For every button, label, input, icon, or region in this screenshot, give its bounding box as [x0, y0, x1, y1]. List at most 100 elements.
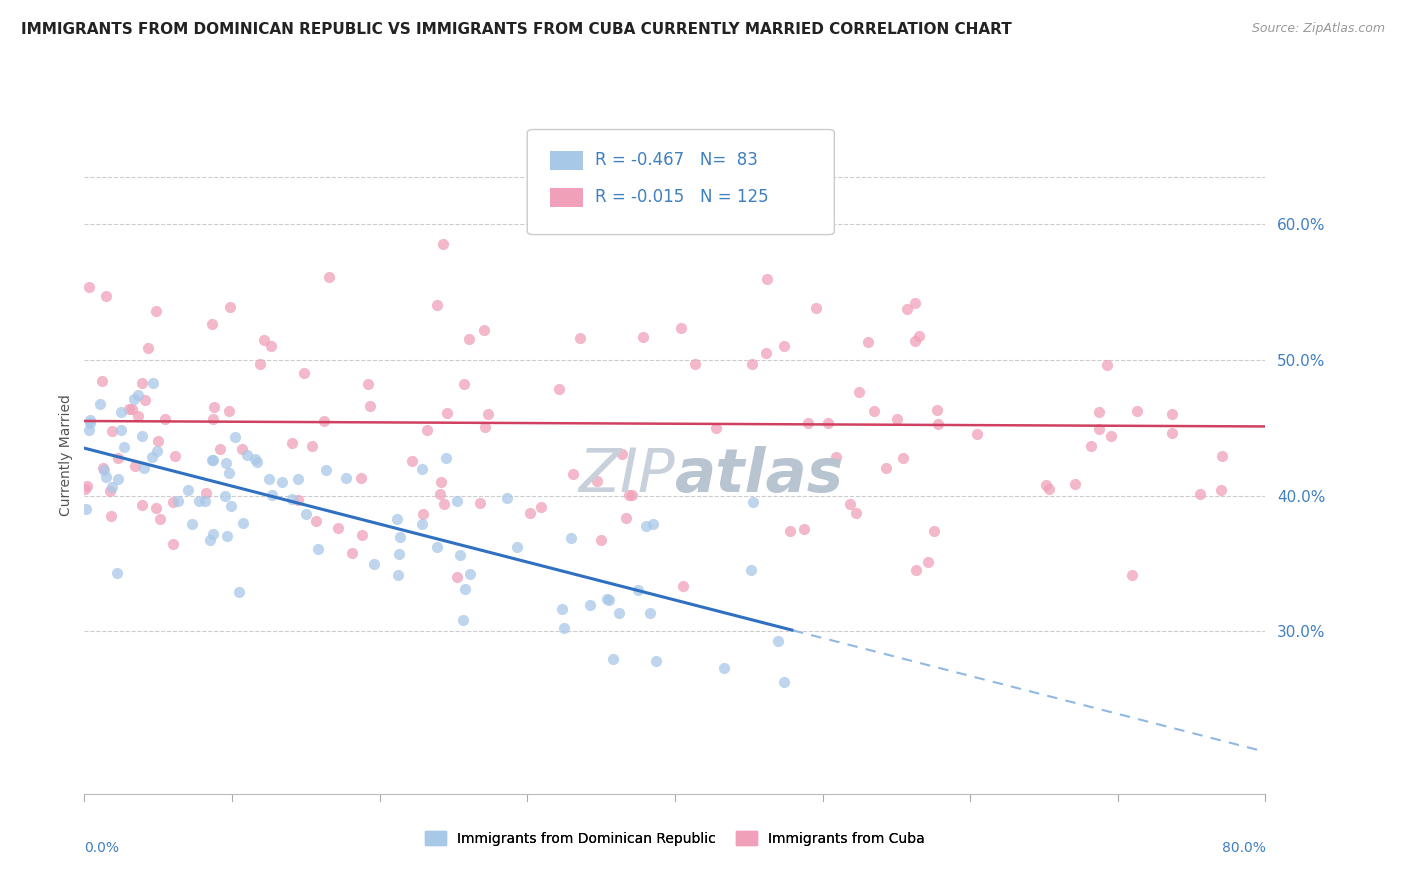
Point: [208, 442, 231, 456]
Point: [636, 518, 658, 533]
Point: [75, 501, 97, 516]
Point: [112, 441, 135, 455]
Point: [429, 487, 451, 501]
Point: [318, 270, 340, 285]
Point: [101, 480, 124, 494]
Point: [1088, 405, 1111, 419]
Point: [741, 357, 763, 371]
Point: [350, 528, 373, 542]
FancyBboxPatch shape: [527, 129, 834, 235]
Point: [1211, 450, 1233, 464]
Point: [77, 280, 100, 294]
Point: [260, 339, 283, 353]
Point: [446, 494, 468, 508]
Point: [232, 516, 254, 530]
Point: [773, 339, 796, 353]
Point: [231, 442, 253, 456]
Point: [1088, 422, 1111, 436]
Point: [94, 470, 117, 484]
Point: [79, 413, 101, 427]
Bar: [550, 151, 582, 169]
Point: [312, 414, 335, 428]
Point: [131, 376, 153, 390]
Point: [713, 660, 735, 674]
Point: [260, 488, 283, 502]
Point: [477, 407, 499, 421]
Point: [551, 602, 574, 616]
Point: [335, 471, 357, 485]
Point: [295, 508, 318, 522]
Point: [772, 675, 794, 690]
Point: [202, 527, 225, 541]
Point: [966, 426, 988, 441]
Point: [201, 317, 224, 331]
Point: [201, 412, 224, 426]
Point: [411, 517, 433, 532]
Point: [412, 507, 434, 521]
Point: [145, 303, 167, 318]
Point: [426, 298, 449, 312]
Point: [121, 402, 143, 417]
Point: [804, 301, 827, 315]
Point: [315, 463, 337, 477]
Point: [908, 329, 931, 343]
Point: [124, 392, 146, 406]
Point: [1161, 425, 1184, 440]
Point: [927, 403, 949, 417]
Point: [236, 449, 259, 463]
Point: [927, 417, 949, 431]
Point: [162, 537, 184, 551]
Y-axis label: Currently Married: Currently Married: [59, 394, 73, 516]
Point: [93, 462, 115, 476]
Point: [357, 377, 380, 392]
Point: [1125, 404, 1147, 418]
Point: [1097, 358, 1119, 372]
Point: [1038, 482, 1060, 496]
Text: 0.0%: 0.0%: [84, 841, 120, 855]
Point: [73, 482, 96, 496]
Point: [756, 272, 779, 286]
Point: [1121, 568, 1143, 582]
Point: [453, 377, 475, 392]
Point: [201, 453, 224, 467]
Point: [848, 385, 870, 400]
Point: [246, 455, 269, 469]
Point: [1035, 478, 1057, 492]
Point: [145, 500, 167, 515]
Point: [181, 516, 204, 531]
Point: [214, 489, 236, 503]
Point: [162, 495, 184, 509]
Point: [495, 491, 517, 505]
Point: [387, 567, 409, 582]
Point: [1099, 429, 1122, 443]
Legend: Immigrants from Dominican Republic, Immigrants from Cuba: Immigrants from Dominican Republic, Immi…: [419, 825, 931, 851]
Point: [458, 566, 481, 581]
Point: [779, 524, 801, 539]
Text: Source: ZipAtlas.com: Source: ZipAtlas.com: [1251, 22, 1385, 36]
Point: [287, 472, 309, 486]
Point: [612, 447, 634, 461]
Point: [706, 420, 728, 434]
Point: [287, 492, 309, 507]
Point: [633, 330, 655, 344]
Point: [620, 488, 643, 502]
Point: [305, 514, 328, 528]
Point: [107, 450, 129, 465]
Text: IMMIGRANTS FROM DOMINICAN REPUBLIC VS IMMIGRANTS FROM CUBA CURRENTLY MARRIED COR: IMMIGRANTS FROM DOMINICAN REPUBLIC VS IM…: [21, 22, 1012, 37]
Point: [875, 461, 897, 475]
Point: [76, 478, 98, 492]
Point: [904, 563, 927, 577]
Point: [607, 606, 630, 620]
Point: [350, 471, 373, 485]
Point: [401, 454, 423, 468]
Point: [454, 582, 477, 596]
Point: [1188, 487, 1211, 501]
Point: [506, 540, 529, 554]
Point: [740, 563, 762, 577]
Point: [626, 583, 648, 598]
Point: [249, 357, 271, 371]
Point: [110, 405, 132, 419]
Point: [101, 425, 124, 439]
Point: [1064, 476, 1087, 491]
Point: [187, 493, 209, 508]
